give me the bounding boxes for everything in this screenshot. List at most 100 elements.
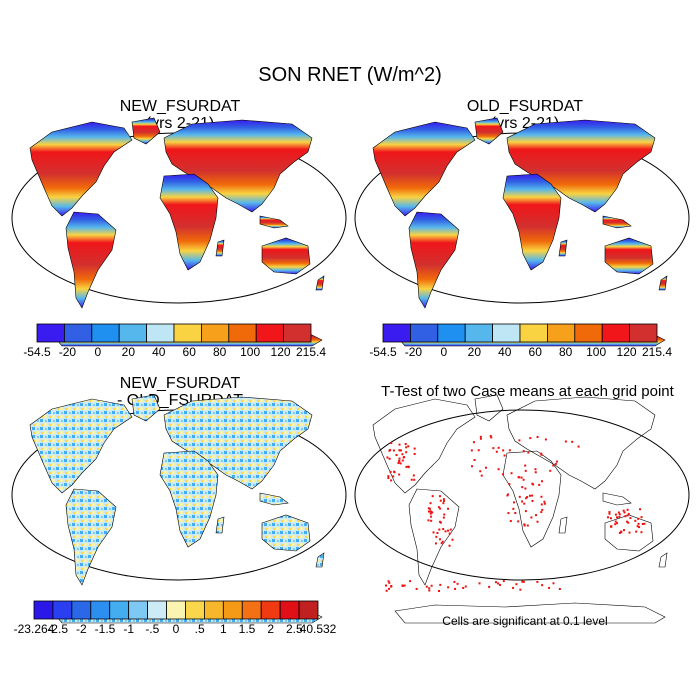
significant-cell xyxy=(629,517,632,520)
significant-cell xyxy=(540,511,543,514)
significant-cell xyxy=(398,457,401,460)
significant-cell xyxy=(523,523,526,526)
significant-cell xyxy=(407,445,410,448)
significant-cell xyxy=(556,460,559,463)
colorbar-tick-label: -20 xyxy=(405,345,423,359)
colorbar-swatch xyxy=(203,600,224,620)
significant-cell xyxy=(564,440,567,443)
significant-cell xyxy=(532,483,535,486)
significant-cell xyxy=(488,585,491,588)
colorbar-swatch xyxy=(90,600,111,620)
significant-cell xyxy=(618,515,621,518)
significant-cell xyxy=(526,496,529,499)
significant-cell xyxy=(439,520,442,523)
colorbar-tick-label: -20 xyxy=(59,345,77,359)
significant-cell xyxy=(522,580,525,583)
significant-cell xyxy=(413,452,416,455)
significant-cell xyxy=(437,506,440,509)
significant-cell xyxy=(514,511,517,514)
significant-cell xyxy=(523,524,526,527)
significant-cell xyxy=(405,446,408,449)
colorbar-tick-label: 100 xyxy=(240,345,260,359)
significant-cell xyxy=(535,514,538,517)
colorbar-swatch xyxy=(33,600,54,620)
panel-title-ttest: T-Test of two Case means at each grid po… xyxy=(355,383,700,400)
significant-cell xyxy=(439,499,442,502)
significant-cell xyxy=(415,587,418,590)
significant-cell xyxy=(614,520,617,523)
significant-cell xyxy=(464,585,467,588)
significant-cell xyxy=(512,586,515,589)
significant-cell xyxy=(614,513,617,516)
significant-cell xyxy=(440,542,443,545)
significant-cell xyxy=(534,468,537,471)
significant-cell xyxy=(436,531,439,534)
colorbar-swatch xyxy=(283,323,312,343)
significant-cell xyxy=(608,512,611,515)
colorbar-swatch xyxy=(52,600,73,620)
significant-cell xyxy=(442,516,445,519)
colorbar-swatch xyxy=(228,323,257,343)
significant-cell xyxy=(479,437,482,440)
map-old-fsurdat xyxy=(354,117,690,347)
significant-cell xyxy=(389,470,392,473)
significant-cell xyxy=(558,587,561,590)
significant-cell xyxy=(643,522,646,525)
significant-cell xyxy=(627,521,630,524)
colorbar-tick-label: 120 xyxy=(617,345,637,359)
significant-cell xyxy=(480,474,483,477)
significant-cell xyxy=(397,462,400,465)
significant-cell xyxy=(473,459,476,462)
significant-cell xyxy=(518,439,521,442)
significant-cell xyxy=(502,449,505,452)
significant-cell xyxy=(477,449,480,452)
significant-cell xyxy=(538,483,541,486)
colorbar-swatch xyxy=(185,600,205,620)
colorbar-tick-label: 20 xyxy=(122,345,136,359)
significant-cell xyxy=(513,501,516,504)
significance-note: Cells are significant at 0.1 level xyxy=(442,614,608,628)
colorbar-swatch xyxy=(547,323,576,343)
significant-cell xyxy=(541,480,544,483)
significant-cell xyxy=(641,522,644,525)
significant-cell xyxy=(398,459,401,462)
significant-cell xyxy=(387,475,390,478)
significant-cell xyxy=(607,516,610,519)
significant-cell xyxy=(521,580,524,583)
colorbar-swatch xyxy=(200,323,230,343)
significant-cell xyxy=(494,581,497,584)
significant-cell xyxy=(541,508,544,511)
colorbar-tick-label: -2 xyxy=(76,622,87,636)
significant-cell xyxy=(527,451,530,454)
colorbar-tick-label: 80 xyxy=(213,345,227,359)
significant-cell xyxy=(541,584,544,587)
colorbar-tick-label: -23.264 xyxy=(14,622,55,636)
colorbar-swatch xyxy=(91,323,120,343)
colorbar-swatch xyxy=(464,323,494,343)
significant-cell xyxy=(552,464,555,467)
significant-cell xyxy=(438,528,441,531)
significant-cell xyxy=(390,479,393,482)
significant-cell xyxy=(449,528,452,531)
significant-cell xyxy=(401,584,404,587)
significant-cell xyxy=(640,516,643,519)
significant-cell xyxy=(438,589,441,592)
significant-cell xyxy=(413,447,416,450)
colorbar-tick-label: .5 xyxy=(195,622,205,636)
significant-cell xyxy=(552,582,555,585)
significant-cell xyxy=(456,582,459,585)
colorbar-swatch xyxy=(629,323,658,343)
significant-cell xyxy=(628,531,631,534)
significant-cell xyxy=(389,448,392,451)
significant-cell xyxy=(485,466,488,469)
significant-cell xyxy=(637,522,640,525)
significant-cell xyxy=(386,456,389,459)
significant-cell xyxy=(617,511,620,514)
colorbar-tick-label: 80 xyxy=(559,345,573,359)
significant-cell xyxy=(428,589,431,592)
significant-cell xyxy=(430,511,433,514)
colorbar-swatch xyxy=(601,323,631,343)
significant-cell xyxy=(490,436,493,439)
significant-cell xyxy=(387,580,390,583)
panel-title-old-line1: OLD_FSURDAT xyxy=(466,98,584,115)
